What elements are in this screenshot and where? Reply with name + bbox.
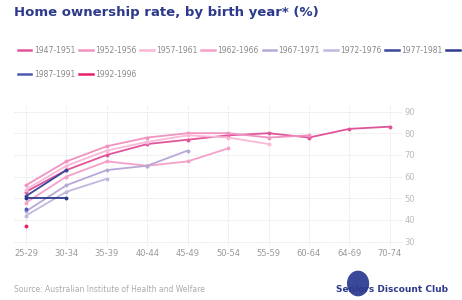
Legend: 1987-1991, 1992-1996: 1987-1991, 1992-1996 (18, 70, 136, 79)
Circle shape (347, 271, 369, 296)
Text: Home ownership rate, by birth year* (%): Home ownership rate, by birth year* (%) (14, 6, 319, 19)
Text: Source: Australian Institute of Health and Welfare: Source: Australian Institute of Health a… (14, 285, 205, 294)
Text: Seniors Discount Club: Seniors Discount Club (336, 285, 448, 294)
Legend: 1947-1951, 1952-1956, 1957-1961, 1962-1966, 1967-1971, 1972-1976, 1977-1981, 198: 1947-1951, 1952-1956, 1957-1961, 1962-19… (18, 46, 462, 55)
